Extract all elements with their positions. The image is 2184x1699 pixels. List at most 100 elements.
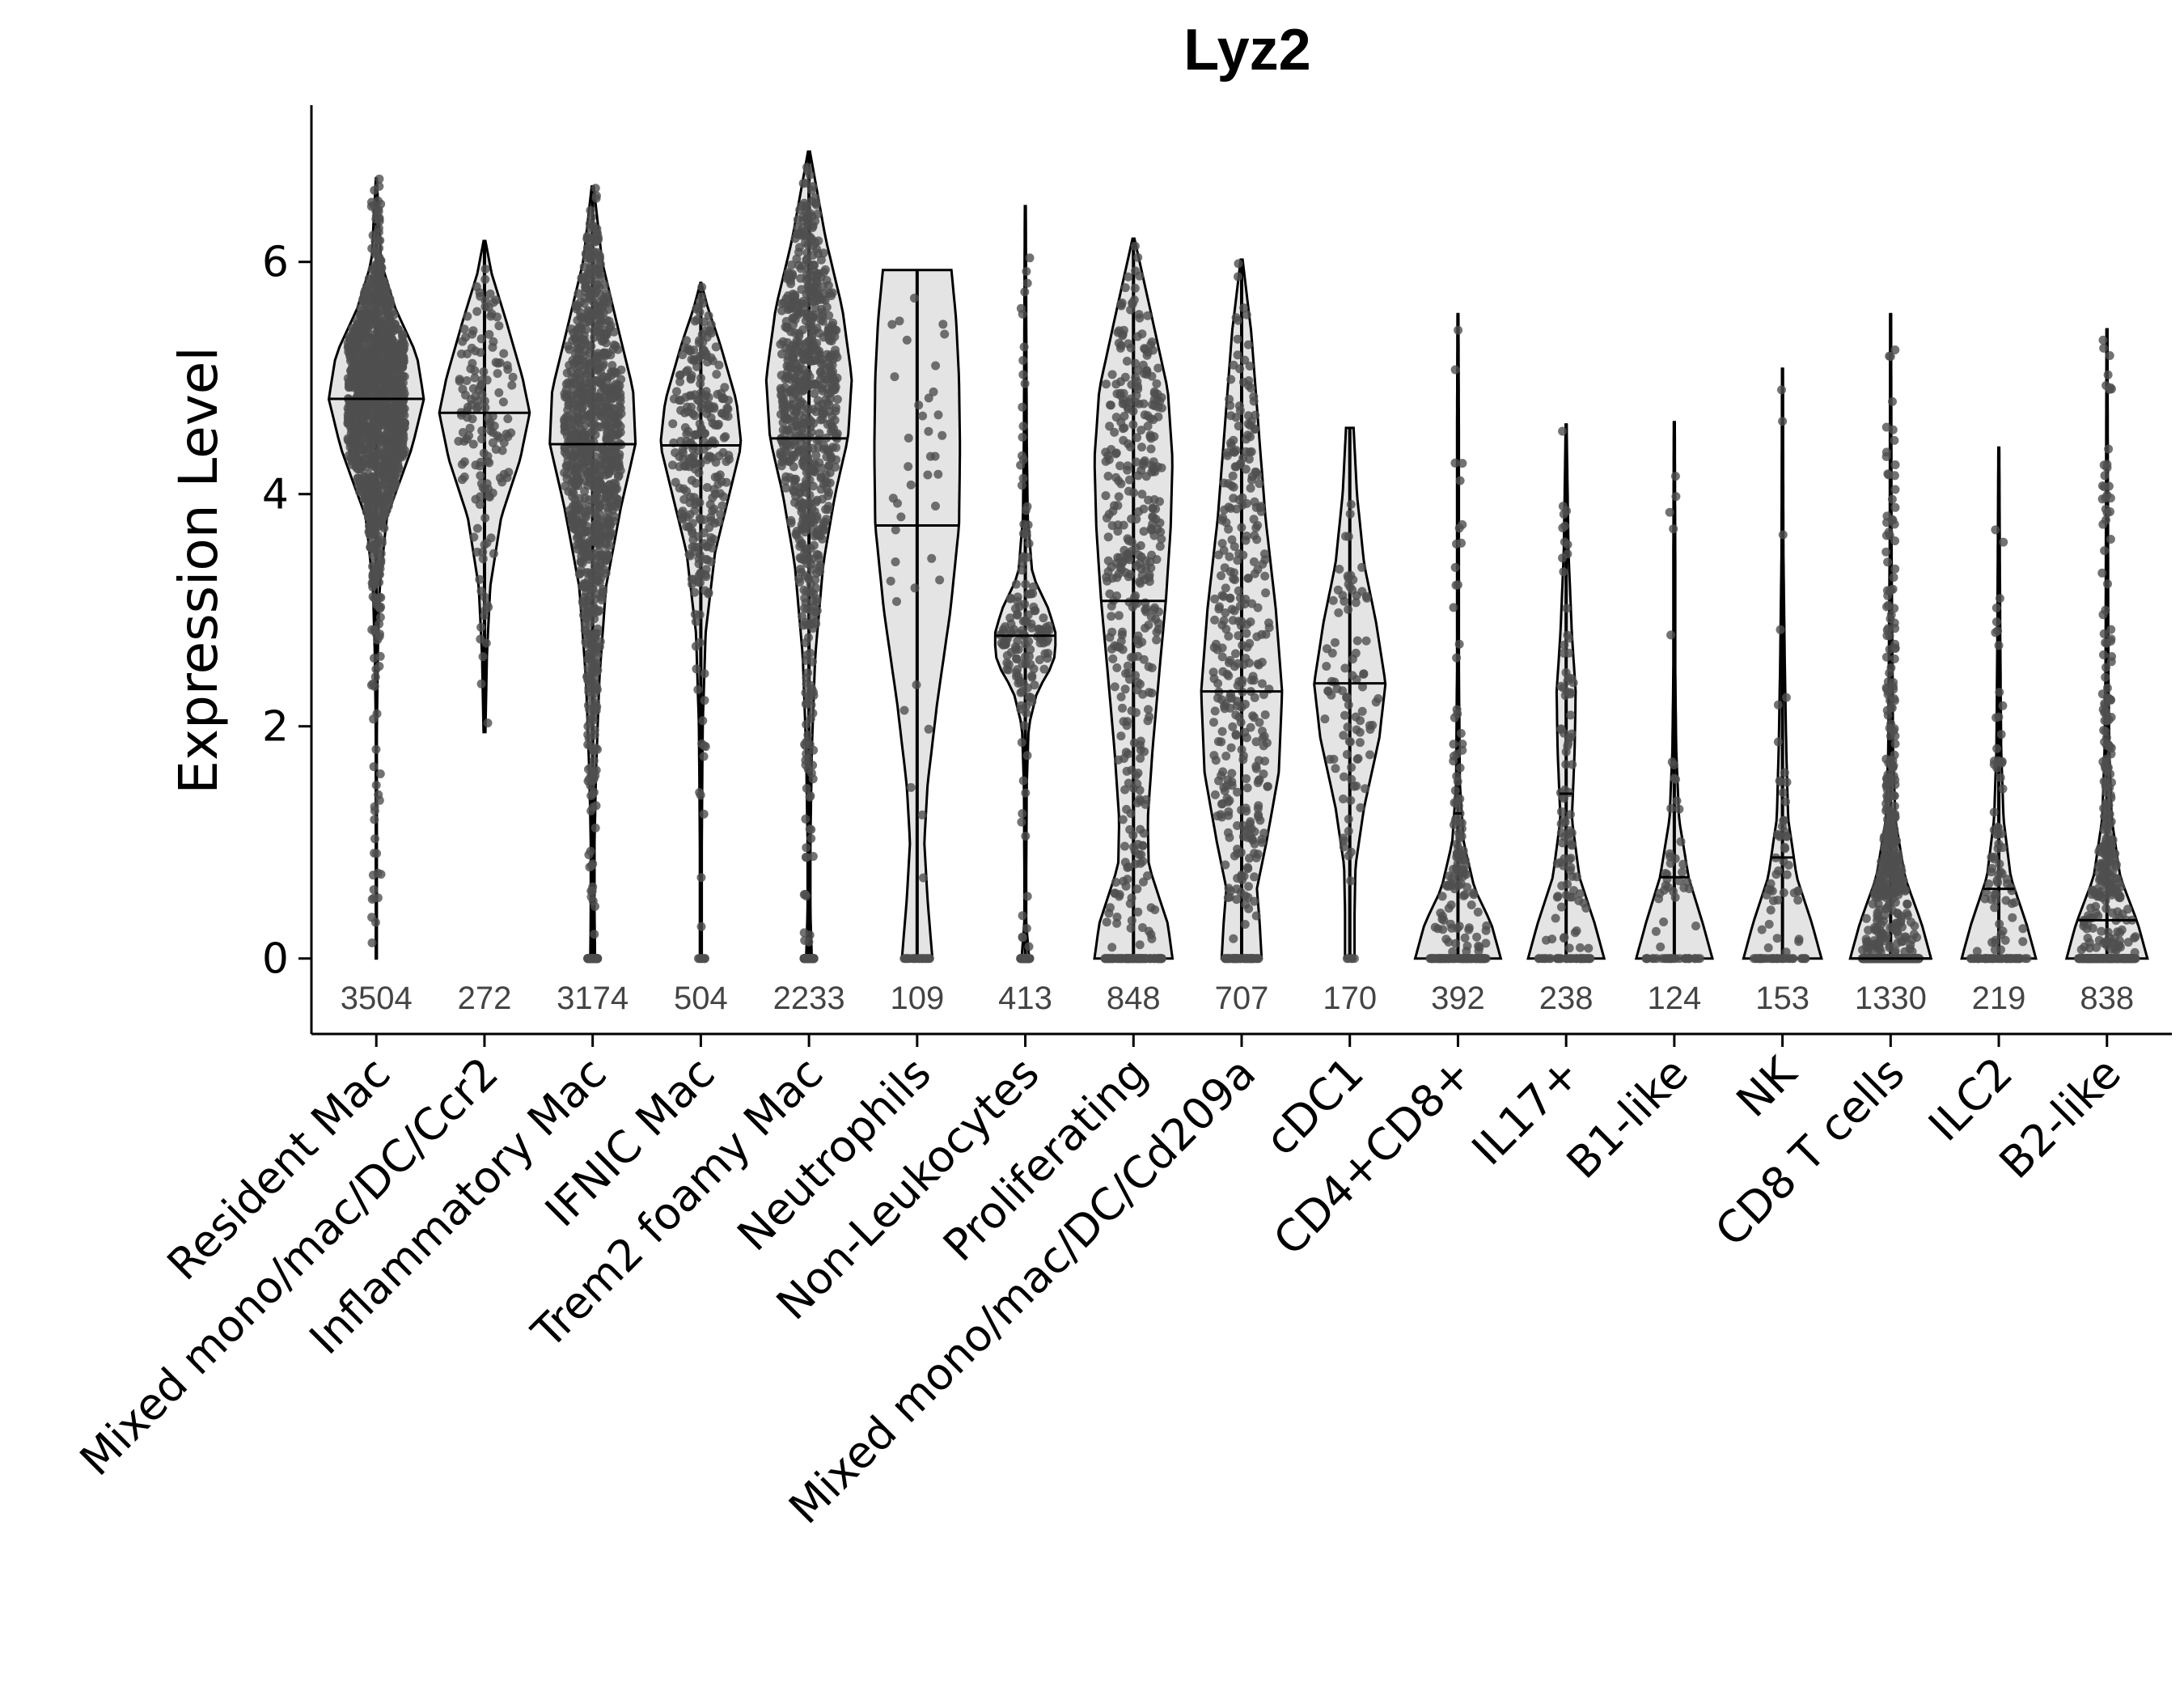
data-point xyxy=(702,387,711,396)
data-point xyxy=(587,254,596,263)
plot-area xyxy=(328,151,2147,963)
data-point xyxy=(1022,506,1031,515)
data-point xyxy=(370,816,379,824)
data-point xyxy=(493,312,502,321)
data-point xyxy=(1132,779,1141,788)
data-point xyxy=(682,367,691,376)
data-point xyxy=(806,714,815,723)
data-point xyxy=(599,484,607,493)
data-point xyxy=(1027,697,1036,706)
data-point xyxy=(682,487,691,496)
data-point xyxy=(1147,903,1156,912)
data-point xyxy=(583,655,592,663)
data-point xyxy=(798,612,806,621)
data-point xyxy=(586,311,595,320)
data-point xyxy=(386,376,395,385)
data-point xyxy=(1043,626,1052,635)
data-point xyxy=(492,445,501,454)
data-point xyxy=(1102,954,1111,963)
data-point xyxy=(671,478,680,487)
data-point xyxy=(783,372,792,381)
data-point xyxy=(592,766,601,775)
data-point xyxy=(1039,613,1048,622)
data-point xyxy=(801,954,810,963)
data-point xyxy=(376,613,385,622)
data-point xyxy=(572,408,581,417)
data-point xyxy=(710,439,719,448)
data-point xyxy=(712,342,721,351)
data-point xyxy=(371,745,380,754)
data-point xyxy=(891,557,900,566)
data-point xyxy=(811,238,819,247)
data-point xyxy=(479,652,488,661)
y-axis-label: Expression Level xyxy=(167,346,230,794)
data-point xyxy=(825,362,834,371)
data-point xyxy=(799,355,808,364)
data-point xyxy=(599,585,607,594)
data-point xyxy=(787,261,796,269)
data-point xyxy=(1018,451,1026,460)
data-point xyxy=(1137,443,1146,451)
data-point xyxy=(935,575,944,584)
data-point xyxy=(569,516,578,525)
data-point xyxy=(788,451,797,460)
data-point xyxy=(387,476,396,485)
data-point xyxy=(1018,566,1026,574)
data-point xyxy=(1019,474,1028,483)
data-point xyxy=(481,606,490,615)
data-point xyxy=(587,570,596,578)
data-point xyxy=(717,389,726,398)
data-point xyxy=(561,422,569,430)
data-point xyxy=(802,784,811,793)
data-point xyxy=(473,524,482,533)
data-point xyxy=(374,869,383,878)
data-point xyxy=(804,633,813,642)
data-point xyxy=(690,588,699,597)
data-point xyxy=(938,320,947,328)
data-point xyxy=(506,429,515,438)
data-point xyxy=(778,452,787,461)
chart-title: Lyz2 xyxy=(1183,18,1310,83)
data-point xyxy=(708,453,717,462)
data-point xyxy=(590,930,599,938)
data-point xyxy=(583,676,592,685)
data-point xyxy=(910,294,919,303)
data-point xyxy=(480,514,489,523)
data-point xyxy=(378,276,387,285)
data-point xyxy=(693,316,702,324)
data-point xyxy=(782,294,791,303)
data-point xyxy=(696,352,705,361)
data-point xyxy=(696,873,705,882)
data-point xyxy=(1155,954,1164,963)
data-point xyxy=(590,731,599,739)
data-point xyxy=(779,426,788,434)
data-point xyxy=(696,954,705,963)
data-point xyxy=(472,307,481,316)
violin-group xyxy=(874,270,960,963)
data-point xyxy=(698,716,707,725)
data-point xyxy=(492,358,501,366)
data-point xyxy=(705,327,714,336)
data-point xyxy=(700,752,709,761)
data-point xyxy=(675,452,684,461)
data-point xyxy=(694,446,703,455)
data-point xyxy=(499,397,508,406)
data-point xyxy=(1104,532,1113,541)
data-point xyxy=(1133,253,1142,262)
data-point xyxy=(371,246,380,255)
data-point xyxy=(477,334,486,343)
data-point xyxy=(668,419,677,428)
data-point xyxy=(916,954,925,963)
data-point xyxy=(359,412,368,421)
data-point xyxy=(375,236,383,245)
data-point xyxy=(352,399,361,408)
data-point xyxy=(383,426,392,435)
data-point xyxy=(375,175,383,184)
data-point xyxy=(824,326,833,335)
data-point xyxy=(808,405,817,413)
data-point xyxy=(568,487,577,496)
data-point xyxy=(1022,709,1031,718)
data-point xyxy=(344,374,353,383)
data-point xyxy=(1022,267,1031,276)
data-point xyxy=(601,350,610,359)
